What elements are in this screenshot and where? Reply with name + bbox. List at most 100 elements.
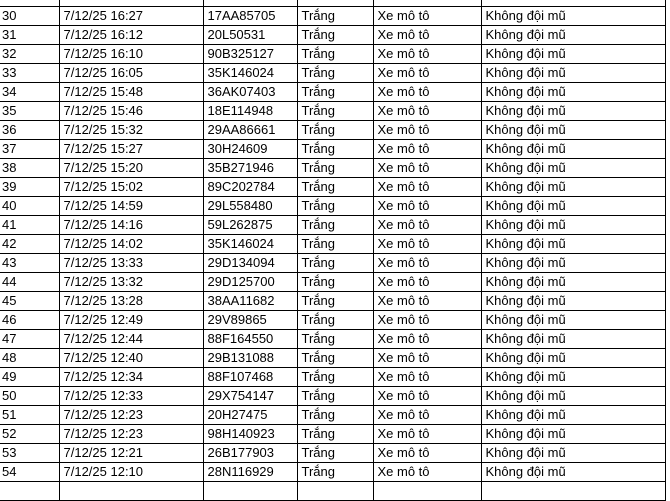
plate-color-cell[interactable]: Trắng [296, 367, 374, 387]
violation-cell[interactable]: Không đội mũ [480, 215, 666, 235]
plate-color-cell[interactable]: Trắng [296, 234, 374, 254]
vehicle-type-cell[interactable] [372, 481, 482, 501]
license-plate-cell[interactable]: 89C202784 [202, 177, 298, 197]
timestamp-cell[interactable]: 7/12/25 14:02 [58, 234, 204, 254]
violation-cell[interactable]: Không đội mũ [480, 63, 666, 83]
license-plate-cell[interactable]: 26B177903 [202, 443, 298, 463]
plate-color-cell[interactable]: Trắng [296, 25, 374, 45]
plate-color-cell[interactable]: Trắng [296, 291, 374, 311]
timestamp-cell[interactable]: 7/12/25 12:34 [58, 367, 204, 387]
row-number-cell[interactable]: 32 [0, 44, 60, 64]
row-number-cell[interactable]: 34 [0, 82, 60, 102]
vehicle-type-cell[interactable]: Xe mô tô [372, 253, 482, 273]
license-plate-cell[interactable] [202, 481, 298, 501]
vehicle-type-cell[interactable]: Xe mô tô [372, 386, 482, 406]
plate-color-cell[interactable]: Trắng [296, 386, 374, 406]
vehicle-type-cell[interactable]: Xe mô tô [372, 101, 482, 121]
plate-color-cell[interactable]: Trắng [296, 424, 374, 444]
violation-cell[interactable]: Không đội mũ [480, 386, 666, 406]
timestamp-cell[interactable]: 7/12/25 13:28 [58, 291, 204, 311]
plate-color-cell[interactable]: Trắng [296, 405, 374, 425]
timestamp-cell[interactable]: 7/12/25 15:20 [58, 158, 204, 178]
vehicle-type-cell[interactable]: Xe mô tô [372, 196, 482, 216]
vehicle-type-cell[interactable]: Xe mô tô [372, 234, 482, 254]
license-plate-cell[interactable]: 18E114948 [202, 101, 298, 121]
timestamp-cell[interactable]: 7/12/25 12:33 [58, 386, 204, 406]
plate-color-cell[interactable]: Trắng [296, 443, 374, 463]
vehicle-type-cell[interactable]: Xe mô tô [372, 6, 482, 26]
timestamp-cell[interactable]: 7/12/25 14:16 [58, 215, 204, 235]
license-plate-cell[interactable]: 29AA86661 [202, 120, 298, 140]
license-plate-cell[interactable]: 36AK07403 [202, 82, 298, 102]
timestamp-cell[interactable]: 7/12/25 15:46 [58, 101, 204, 121]
row-number-cell[interactable]: 52 [0, 424, 60, 444]
violation-cell[interactable]: Không đội mũ [480, 253, 666, 273]
plate-color-cell[interactable]: Trắng [296, 215, 374, 235]
vehicle-type-cell[interactable]: Xe mô tô [372, 348, 482, 368]
license-plate-cell[interactable]: 30H24609 [202, 139, 298, 159]
row-number-cell[interactable]: 35 [0, 101, 60, 121]
timestamp-cell[interactable] [58, 481, 204, 501]
plate-color-cell[interactable]: Trắng [296, 310, 374, 330]
row-number-cell[interactable]: 45 [0, 291, 60, 311]
violation-cell[interactable]: Không đội mũ [480, 310, 666, 330]
row-number-cell[interactable]: 43 [0, 253, 60, 273]
violation-cell[interactable]: Không đội mũ [480, 424, 666, 444]
plate-color-cell[interactable]: Trắng [296, 63, 374, 83]
vehicle-type-cell[interactable]: Xe mô tô [372, 25, 482, 45]
violation-cell[interactable]: Không đội mũ [480, 25, 666, 45]
plate-color-cell[interactable]: Trắng [296, 196, 374, 216]
license-plate-cell[interactable]: 29X754147 [202, 386, 298, 406]
violation-cell[interactable]: Không đội mũ [480, 44, 666, 64]
violation-cell[interactable]: Không đội mũ [480, 120, 666, 140]
timestamp-cell[interactable]: 7/12/25 12:49 [58, 310, 204, 330]
timestamp-cell[interactable]: 7/12/25 15:32 [58, 120, 204, 140]
violation-cell[interactable]: Không đội mũ [480, 272, 666, 292]
row-number-cell[interactable]: 51 [0, 405, 60, 425]
timestamp-cell[interactable]: 7/12/25 16:10 [58, 44, 204, 64]
violation-cell[interactable]: Không đội mũ [480, 462, 666, 482]
plate-color-cell[interactable]: Trắng [296, 6, 374, 26]
timestamp-cell[interactable]: 7/12/25 13:33 [58, 253, 204, 273]
license-plate-cell[interactable]: 29D125700 [202, 272, 298, 292]
license-plate-cell[interactable]: 29B131088 [202, 348, 298, 368]
vehicle-type-cell[interactable]: Xe mô tô [372, 443, 482, 463]
license-plate-cell[interactable]: 29D134094 [202, 253, 298, 273]
license-plate-cell[interactable]: 29V89865 [202, 310, 298, 330]
plate-color-cell[interactable]: Trắng [296, 101, 374, 121]
license-plate-cell[interactable]: 90B325127 [202, 44, 298, 64]
vehicle-type-cell[interactable]: Xe mô tô [372, 367, 482, 387]
plate-color-cell[interactable]: Trắng [296, 120, 374, 140]
row-number-cell[interactable]: 30 [0, 6, 60, 26]
vehicle-type-cell[interactable]: Xe mô tô [372, 120, 482, 140]
row-number-cell[interactable]: 42 [0, 234, 60, 254]
row-number-cell[interactable]: 38 [0, 158, 60, 178]
plate-color-cell[interactable] [296, 481, 374, 501]
violation-cell[interactable]: Không đội mũ [480, 329, 666, 349]
row-number-cell[interactable]: 46 [0, 310, 60, 330]
violation-cell[interactable]: Không đội mũ [480, 348, 666, 368]
plate-color-cell[interactable]: Trắng [296, 44, 374, 64]
row-number-cell[interactable]: 41 [0, 215, 60, 235]
violation-cell[interactable]: Không đội mũ [480, 234, 666, 254]
vehicle-type-cell[interactable]: Xe mô tô [372, 215, 482, 235]
timestamp-cell[interactable]: 7/12/25 15:02 [58, 177, 204, 197]
vehicle-type-cell[interactable]: Xe mô tô [372, 158, 482, 178]
violation-cell[interactable] [480, 481, 666, 501]
row-number-cell[interactable]: 40 [0, 196, 60, 216]
timestamp-cell[interactable]: 7/12/25 12:44 [58, 329, 204, 349]
plate-color-cell[interactable]: Trắng [296, 158, 374, 178]
plate-color-cell[interactable]: Trắng [296, 272, 374, 292]
row-number-cell[interactable]: 49 [0, 367, 60, 387]
timestamp-cell[interactable]: 7/12/25 16:12 [58, 25, 204, 45]
vehicle-type-cell[interactable]: Xe mô tô [372, 329, 482, 349]
timestamp-cell[interactable]: 7/12/25 12:23 [58, 405, 204, 425]
violation-cell[interactable]: Không đội mũ [480, 101, 666, 121]
timestamp-cell[interactable]: 7/12/25 12:10 [58, 462, 204, 482]
plate-color-cell[interactable]: Trắng [296, 82, 374, 102]
row-number-cell[interactable]: 53 [0, 443, 60, 463]
row-number-cell[interactable] [0, 481, 60, 501]
row-number-cell[interactable]: 36 [0, 120, 60, 140]
row-number-cell[interactable]: 44 [0, 272, 60, 292]
vehicle-type-cell[interactable]: Xe mô tô [372, 310, 482, 330]
